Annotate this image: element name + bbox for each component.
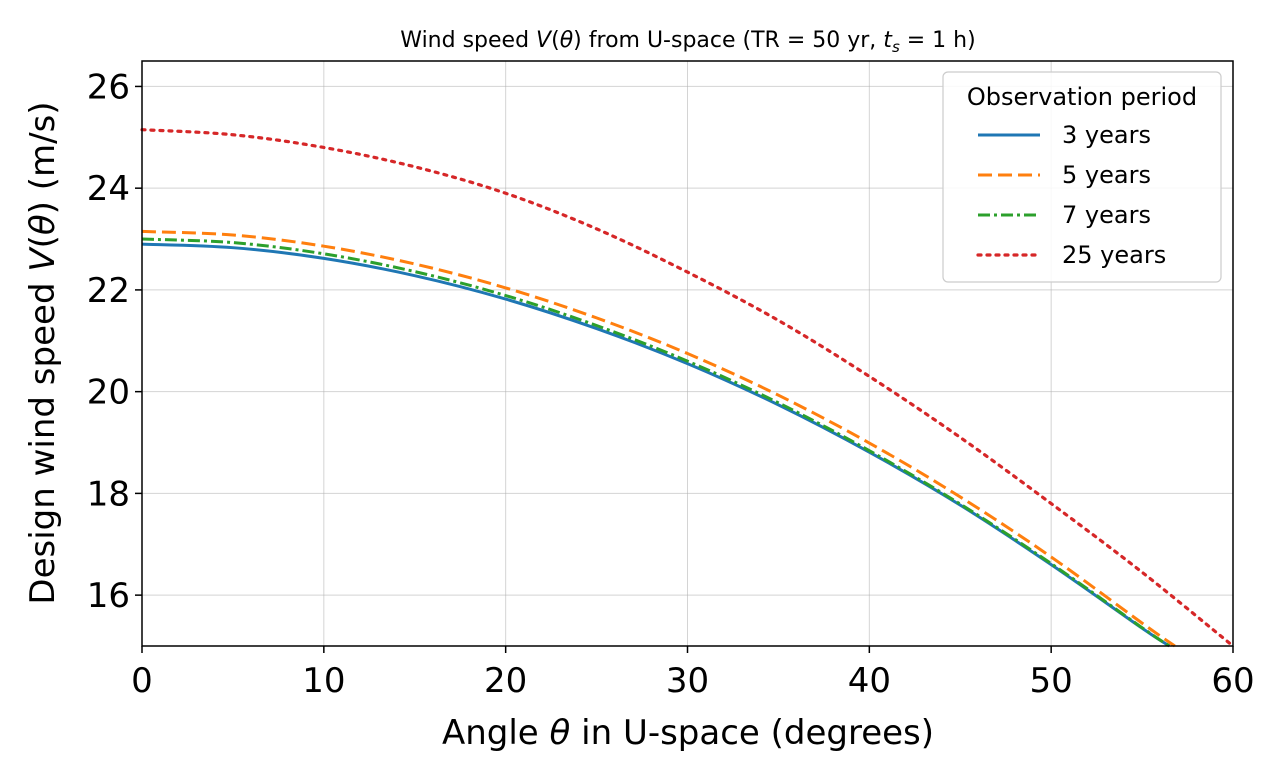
y-axis-label-close: ) [23,201,63,214]
plot-area [140,60,1235,648]
y-tick-label-20: 20 [87,373,130,413]
y-tick-label-26: 26 [87,67,130,107]
x-tick-label-20: 20 [484,661,527,701]
grid [141,61,1234,646]
x-tick-label-40: 40 [848,661,891,701]
y-axis-label-open: ( [23,235,63,248]
series-lines [140,128,1235,648]
title-v-symbol: V [536,28,553,53]
series-line-5-years [141,229,1176,648]
legend-box [942,71,1222,283]
title-close-paren: ) [573,28,582,53]
x-axis-label-suffix: in U-space (degrees) [570,713,934,753]
series-line-25-years [140,128,1235,648]
title-prefix: Wind speed [400,28,536,53]
y-axis-label-prefix: Design wind speed [23,272,63,605]
y-tick-label-18: 18 [87,474,130,514]
title-t-symbol: t [883,28,893,53]
legend-items: 3 years 5 years 7 years 25 years [976,121,1166,269]
legend-label-25-years: 25 years [1062,241,1166,269]
x-tick-label-0: 0 [131,661,153,701]
y-tick-label-16: 16 [87,576,130,616]
legend-label-5-years: 5 years [1062,161,1151,189]
x-tick-label-60: 60 [1211,661,1254,701]
x-tick-label-30: 30 [666,661,709,701]
y-axis-label-suffix: (m/s) [23,101,63,201]
y-axis-label-theta: θ [23,214,63,235]
chart-title: Wind speed V(θ) from U-space (TR = 50 yr… [400,28,975,56]
y-axis-ticks: 16 18 20 22 24 26 [87,67,142,616]
x-axis-label-theta: θ [550,713,571,753]
legend-label-7-years: 7 years [1062,201,1151,229]
x-tick-label-10: 10 [302,661,345,701]
title-open-paren: ( [551,28,560,53]
series-line-7-years [141,237,1171,648]
title-theta-symbol: θ [560,28,574,53]
legend-label-3-years: 3 years [1062,121,1151,149]
x-tick-label-50: 50 [1030,661,1073,701]
y-tick-label-24: 24 [87,169,130,209]
x-axis-label-prefix: Angle [442,713,550,753]
legend-title: Observation period [967,83,1197,111]
y-axis-label: Design wind speed V(θ) (m/s) [23,101,63,604]
title-middle: from U-space (TR = 50 yr, [582,28,884,53]
x-axis-ticks: 0 10 20 30 40 50 60 [131,646,1255,701]
title-t-subscript: s [892,38,900,56]
y-tick-label-22: 22 [87,271,130,311]
title-suffix: = 1 h) [900,28,976,53]
x-axis-label: Angle θ in U-space (degrees) [442,713,934,753]
y-axis-label-v: V [23,246,63,272]
legend: Observation period 3 years 5 years 7 years… [942,71,1222,283]
